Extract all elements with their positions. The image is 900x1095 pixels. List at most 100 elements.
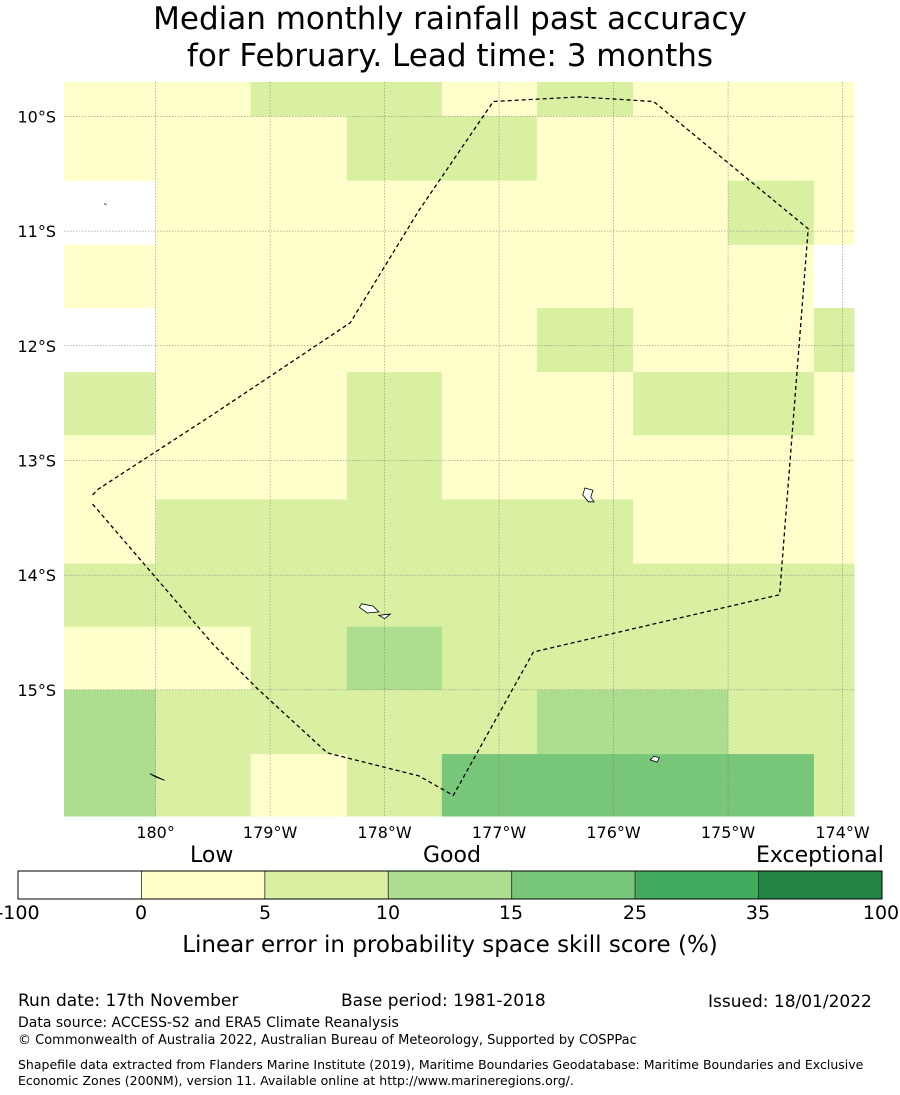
skill-cell xyxy=(346,307,443,373)
colorbar-segment xyxy=(264,870,389,900)
data-source: Data source: ACCESS-S2 and ERA5 Climate … xyxy=(18,1015,399,1031)
skill-cell xyxy=(536,563,634,628)
skill-cell xyxy=(250,689,348,755)
skill-cell xyxy=(250,372,348,436)
skill-cell xyxy=(728,116,815,182)
skill-cell xyxy=(64,689,157,755)
colorbar-segment xyxy=(758,870,883,900)
skill-cell xyxy=(813,499,855,565)
skill-cell xyxy=(155,689,252,755)
skill-cell xyxy=(64,372,157,436)
skill-cell xyxy=(441,307,538,373)
skill-cell xyxy=(633,499,729,565)
skill-cell xyxy=(536,499,634,565)
skill-cell xyxy=(441,626,538,691)
skill-cell xyxy=(441,116,538,182)
skill-cell xyxy=(633,307,729,373)
skill-cell xyxy=(441,499,538,565)
skill-cell xyxy=(633,116,729,182)
skill-cell xyxy=(633,754,729,817)
skill-cell xyxy=(813,116,855,182)
skill-cell xyxy=(64,499,157,565)
colorbar-tick-label: 100 xyxy=(862,902,900,924)
skill-cell xyxy=(346,689,443,755)
run-date: Run date: 17th November xyxy=(18,991,239,1011)
skill-cell xyxy=(155,499,252,565)
skill-cell xyxy=(346,116,443,182)
latitude-tick-label: 12°S xyxy=(17,337,56,356)
skill-cell xyxy=(346,372,443,436)
skill-cell xyxy=(64,754,157,817)
island-outline xyxy=(582,487,595,503)
skill-cell xyxy=(64,563,157,628)
skill-cell xyxy=(155,563,252,628)
skill-cell xyxy=(346,499,443,565)
skill-cell xyxy=(155,754,252,817)
map-title-line-1: Median monthly rainfall past accuracy xyxy=(153,1,747,37)
skill-cell xyxy=(441,689,538,755)
skill-cell xyxy=(813,754,855,817)
skill-cell xyxy=(441,372,538,436)
colorbar-tick-label: 35 xyxy=(745,902,771,924)
skill-cell xyxy=(813,244,855,309)
longitude-tick-label: 180° xyxy=(136,823,175,842)
longitude-tick-label: 178°W xyxy=(357,823,412,842)
skill-cell xyxy=(250,435,348,500)
skill-cell xyxy=(441,82,538,117)
skill-cell xyxy=(536,754,634,817)
skill-cell xyxy=(346,82,443,117)
skill-cell xyxy=(64,82,157,117)
shapefile-note: Shapefile data extracted from Flanders M… xyxy=(18,1057,864,1088)
colorbar-tick-label: 5 xyxy=(258,902,272,924)
skill-cell xyxy=(346,754,443,817)
map-gridlines xyxy=(64,82,854,816)
skill-cell xyxy=(633,435,729,500)
skill-cell xyxy=(155,244,252,309)
island-outline xyxy=(377,613,392,620)
skill-cell xyxy=(250,563,348,628)
skill-cell xyxy=(250,626,348,691)
colorbar-title: Linear error in probability space skill … xyxy=(182,932,718,958)
skill-cell xyxy=(155,82,252,117)
skill-cell xyxy=(346,563,443,628)
latitude-tick-label: 14°S xyxy=(17,566,56,585)
skill-cell xyxy=(633,180,729,246)
skill-cell xyxy=(346,244,443,309)
skill-cell xyxy=(346,435,443,500)
skill-cell xyxy=(64,180,157,246)
skill-cell xyxy=(155,372,252,436)
skill-cell xyxy=(813,180,855,246)
skill-cell xyxy=(813,626,855,691)
skill-cell xyxy=(536,244,634,309)
skill-cell xyxy=(64,626,157,691)
skill-cell xyxy=(441,754,538,817)
skill-cell xyxy=(633,82,729,117)
skill-cell xyxy=(813,435,855,500)
colorbar-segment xyxy=(511,870,636,900)
skill-cell xyxy=(536,116,634,182)
eez-boundary-line xyxy=(92,96,809,797)
skill-cell xyxy=(813,689,855,755)
skill-cell xyxy=(633,563,729,628)
latitude-tick-label: 11°S xyxy=(17,222,56,241)
skill-cell xyxy=(728,244,815,309)
skill-cell xyxy=(728,689,815,755)
skill-cell xyxy=(155,116,252,182)
skill-cell xyxy=(441,180,538,246)
colorbar-segment xyxy=(387,870,513,900)
colorbar-tick-label: 25 xyxy=(622,902,648,924)
skill-cell xyxy=(728,754,815,817)
skill-cell xyxy=(64,244,157,309)
skill-cell xyxy=(813,372,855,436)
island-outline xyxy=(149,773,165,781)
colorbar-segment xyxy=(634,870,759,900)
skill-cell xyxy=(441,435,538,500)
skill-cell xyxy=(64,307,157,373)
longitude-tick-label: 177°W xyxy=(472,823,527,842)
skill-cell xyxy=(155,626,252,691)
skill-cell xyxy=(633,626,729,691)
longitude-tick-label: 179°W xyxy=(243,823,298,842)
colorbar-segment xyxy=(141,870,266,900)
skill-cell xyxy=(64,116,157,182)
skill-cell xyxy=(536,307,634,373)
